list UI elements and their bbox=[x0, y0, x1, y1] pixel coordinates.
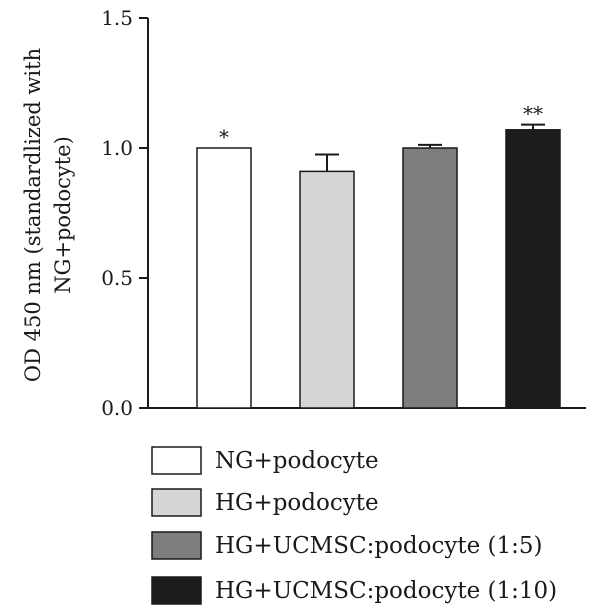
y-axis-label-line-2: NG+podocyte) bbox=[51, 136, 75, 294]
significance-marker: ** bbox=[523, 102, 543, 126]
legend-label-4: HG+UCMSC:podocyte (1:10) bbox=[215, 578, 557, 604]
bar-2 bbox=[299, 170, 355, 409]
y-axis-label-line-1: OD 450 nm (standardlized with bbox=[21, 48, 45, 382]
legend-swatch-3 bbox=[151, 531, 202, 560]
bars: *** bbox=[196, 102, 561, 409]
y-tick-label: 1.0 bbox=[101, 136, 133, 160]
legend: NG+podocyte HG+podocyte HG+UCMSC:podocyte … bbox=[151, 446, 557, 605]
legend-label-3: HG+UCMSC:podocyte (1:5) bbox=[215, 533, 542, 559]
legend-swatch-1 bbox=[151, 446, 202, 475]
significance-marker: * bbox=[219, 125, 229, 149]
legend-label-1: NG+podocyte bbox=[215, 448, 379, 474]
y-axis-label: OD 450 nm (standardlized with NG+podocyt… bbox=[21, 48, 75, 382]
bar-1 bbox=[196, 147, 252, 409]
legend-swatch-2 bbox=[151, 488, 202, 517]
y-tick-label: 1.5 bbox=[101, 6, 133, 30]
legend-label-2: HG+podocyte bbox=[215, 490, 379, 516]
bar-3 bbox=[402, 147, 458, 409]
bar-4 bbox=[505, 129, 561, 409]
y-tick-label: 0.0 bbox=[101, 396, 133, 420]
y-tick-label: 0.5 bbox=[101, 266, 133, 290]
legend-swatch-4 bbox=[151, 576, 202, 605]
